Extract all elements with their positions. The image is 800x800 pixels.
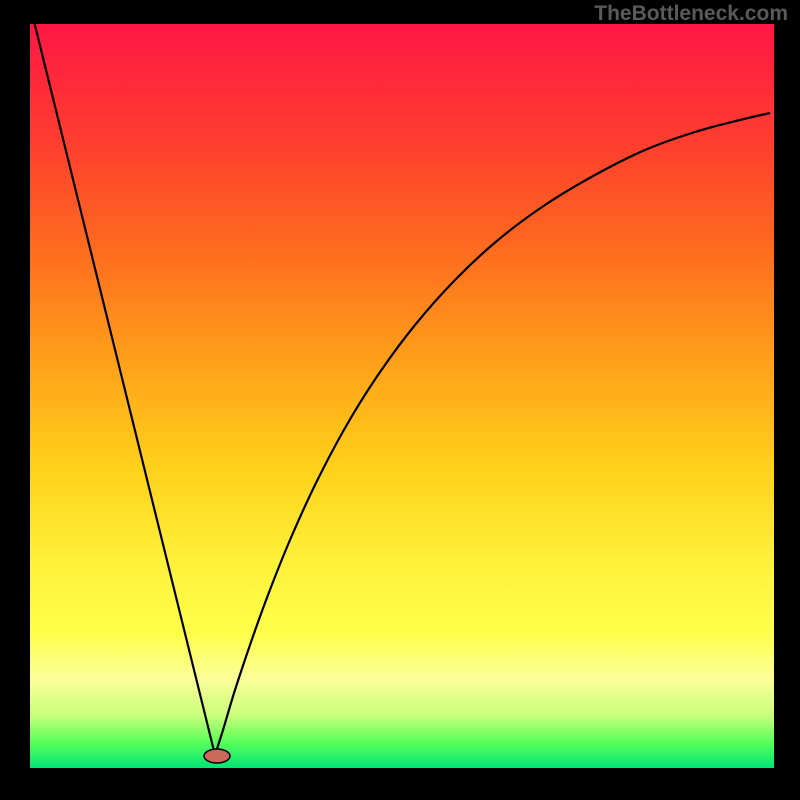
curve-right-segment bbox=[215, 113, 770, 755]
plot-area bbox=[30, 24, 774, 768]
chart-container: TheBottleneck.com bbox=[0, 0, 800, 800]
curve-layer bbox=[30, 24, 774, 768]
minimum-marker bbox=[204, 749, 230, 763]
watermark-text: TheBottleneck.com bbox=[594, 2, 788, 26]
curve-left-segment bbox=[30, 5, 215, 755]
